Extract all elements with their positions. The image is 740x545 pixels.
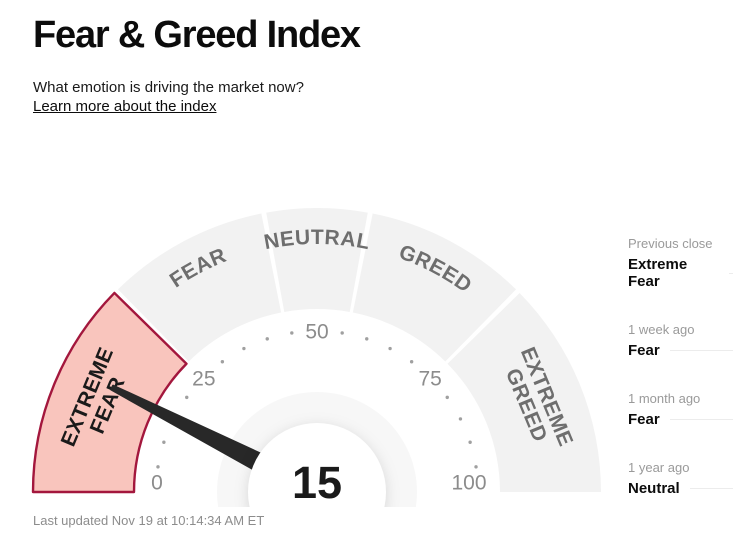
gauge-dot xyxy=(474,465,478,469)
history-label: 1 month ago xyxy=(628,391,701,406)
gauge-dot xyxy=(340,331,344,335)
history-value-text: Fear xyxy=(628,411,660,428)
gauge-center-circle xyxy=(248,423,386,507)
gauge-tick-label-50: 50 xyxy=(305,321,328,344)
history-value: Fear xyxy=(628,411,733,428)
gauge-tick-label-75: 75 xyxy=(418,367,441,390)
history-value: Neutral xyxy=(628,480,733,497)
gauge-tick-label-100: 100 xyxy=(451,472,486,495)
history-value-text: Neutral xyxy=(628,480,680,497)
gauge-dot xyxy=(162,440,166,444)
gauge-dot xyxy=(468,440,472,444)
gauge-segment-greed xyxy=(352,213,517,362)
gauge-segment-extreme-fear xyxy=(31,291,188,494)
gauge-segment-fear xyxy=(117,213,282,362)
gauge-value: 15 xyxy=(292,457,342,507)
gauge-dot xyxy=(220,360,225,364)
divider-rule xyxy=(729,272,733,274)
history-row-previous-close: Previous close Extreme Fear xyxy=(628,236,733,290)
history-label: Previous close xyxy=(628,236,713,251)
divider-rule xyxy=(689,488,733,489)
gauge-segment-extreme-greed xyxy=(447,292,601,492)
gauge-dot xyxy=(242,346,246,351)
history-label: 1 week ago xyxy=(628,322,695,337)
page-title: Fear & Greed Index xyxy=(33,14,361,56)
history-sidebar: Previous close Extreme Fear 1 week ago F… xyxy=(628,236,733,529)
history-row-1-year: 1 year ago Neutral xyxy=(628,460,733,497)
history-row-1-month: 1 month ago Fear xyxy=(628,391,733,428)
gauge-dot xyxy=(290,331,294,335)
history-value-text: Fear xyxy=(628,342,660,359)
page-subtitle: What emotion is driving the market now? xyxy=(33,79,304,96)
gauge-dot xyxy=(265,337,269,341)
gauge-segment-neutral xyxy=(266,208,368,312)
fear-greed-gauge: 0 25 50 75 100 EXTREMEFEAR FEAR NEUTRAL GREED EXT… xyxy=(7,185,627,507)
gauge-tick-label-0: 0 xyxy=(151,472,163,495)
divider-rule xyxy=(669,350,733,351)
history-value-text: Extreme Fear xyxy=(628,256,688,290)
gauge-dot xyxy=(388,346,392,351)
gauge-dot xyxy=(156,465,160,469)
history-label: 1 year ago xyxy=(628,460,690,475)
last-updated-text: Last updated Nov 19 at 10:14:34 AM ET xyxy=(33,513,265,528)
gauge-dot xyxy=(185,395,189,400)
gauge-dot xyxy=(445,395,449,400)
gauge-dot xyxy=(458,417,463,421)
history-row-1-week: 1 week ago Fear xyxy=(628,322,733,359)
history-value: Extreme Fear xyxy=(628,256,733,290)
gauge-tick-label-25: 25 xyxy=(192,367,215,390)
gauge-dot xyxy=(409,360,414,364)
gauge-dot xyxy=(365,337,369,341)
learn-more-link[interactable]: Learn more about the index xyxy=(33,98,217,115)
divider-rule xyxy=(669,419,733,420)
history-value: Fear xyxy=(628,342,733,359)
